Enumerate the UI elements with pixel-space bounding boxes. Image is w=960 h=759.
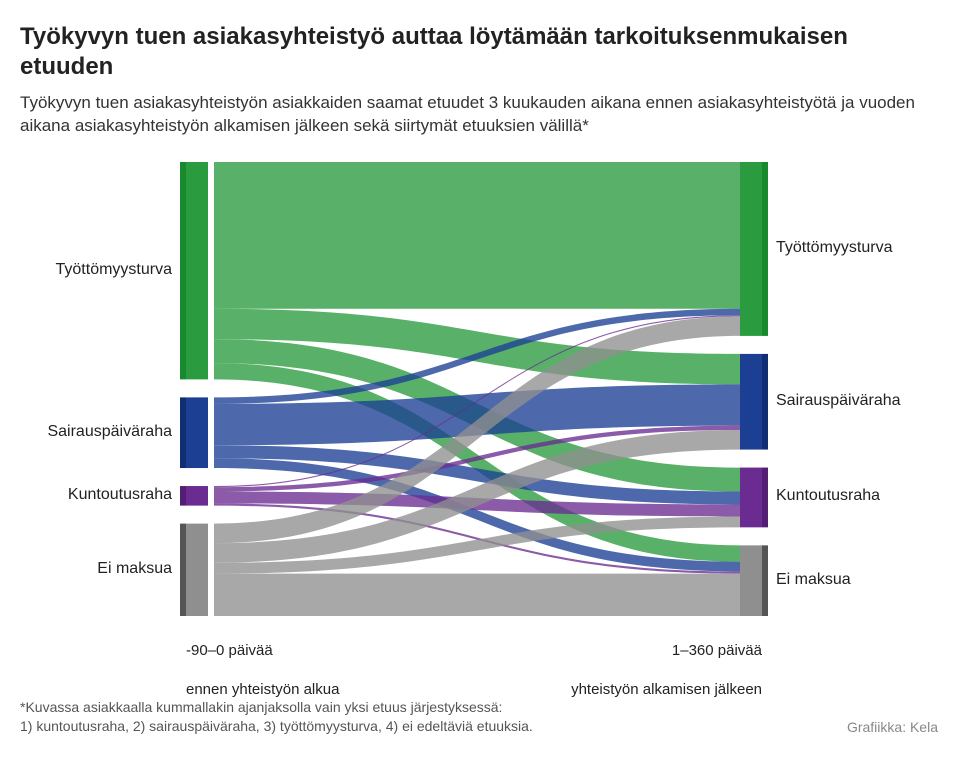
right-node-bar [740, 162, 762, 336]
sankey-chart: Työttömyysturva Sairauspäiväraha Kuntoutus… [20, 156, 940, 676]
figure-footnote: *Kuvassa asiakkaalla kummallakin ajanjak… [20, 698, 533, 737]
left-node-bar [186, 162, 208, 379]
left-node-bar [186, 486, 208, 506]
right-node-label: Kuntoutusraha [776, 487, 880, 505]
right-node-bar [740, 354, 762, 450]
sankey-svg [20, 156, 940, 676]
left-node-label: Työttömyysturva [56, 261, 172, 279]
left-node-accent [180, 162, 186, 379]
figure-title: Työkyvyn tuen asiakasyhteistyö auttaa lö… [20, 22, 940, 82]
axis-label-right: 1–360 päivää yhteistyön alkamisen jälkee… [571, 622, 762, 700]
sankey-flow [214, 573, 740, 615]
left-node-accent [180, 486, 186, 506]
right-node-accent [762, 467, 768, 527]
left-node-label: Sairauspäiväraha [47, 423, 172, 441]
right-node-bar [740, 545, 762, 616]
axis-label-left: -90–0 päivää ennen yhteistyön alkua [186, 622, 339, 700]
figure-subtitle: Työkyvyn tuen asiakasyhteistyön asiakkai… [20, 92, 940, 138]
right-node-accent [762, 545, 768, 616]
sankey-flow [214, 162, 740, 309]
figure-container: Työkyvyn tuen asiakasyhteistyö auttaa lö… [0, 0, 960, 759]
left-node-bar [186, 397, 208, 468]
axis-left-line1: -90–0 päivää [186, 642, 273, 659]
left-node-label: Ei maksua [97, 560, 172, 578]
right-node-label: Ei maksua [776, 571, 851, 589]
axis-left-line2: ennen yhteistyön alkua [186, 681, 339, 698]
right-node-label: Työttömyysturva [776, 239, 892, 257]
left-node-bar [186, 523, 208, 615]
left-node-label: Kuntoutusraha [68, 486, 172, 504]
right-node-accent [762, 162, 768, 336]
figure-credit: Grafiikka: Kela [847, 719, 938, 735]
axis-right-line2: yhteistyön alkamisen jälkeen [571, 681, 762, 698]
axis-right-line1: 1–360 päivää [672, 642, 762, 659]
right-node-accent [762, 354, 768, 450]
left-node-accent [180, 397, 186, 468]
right-node-label: Sairauspäiväraha [776, 392, 901, 410]
right-node-bar [740, 467, 762, 527]
left-node-accent [180, 523, 186, 615]
